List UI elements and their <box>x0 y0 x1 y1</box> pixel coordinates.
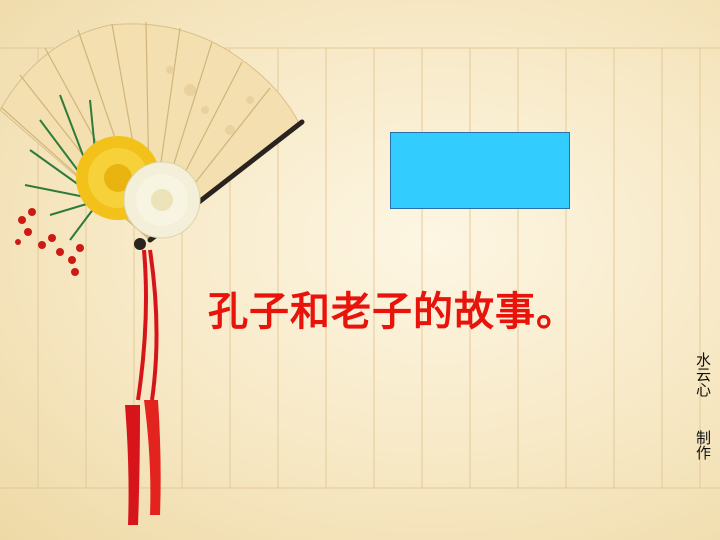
folding-fan-icon <box>0 21 305 243</box>
red-berries-icon <box>15 208 84 276</box>
author-made: 制作 <box>694 430 712 460</box>
fan-decoration <box>0 21 305 525</box>
blue-rectangle <box>390 132 570 209</box>
author-name: 水云心 <box>694 352 712 397</box>
red-tassel-icon <box>125 238 161 525</box>
slide-title: 孔子和老子的故事。 <box>208 289 577 335</box>
white-chrysanthemum-icon <box>123 161 201 239</box>
